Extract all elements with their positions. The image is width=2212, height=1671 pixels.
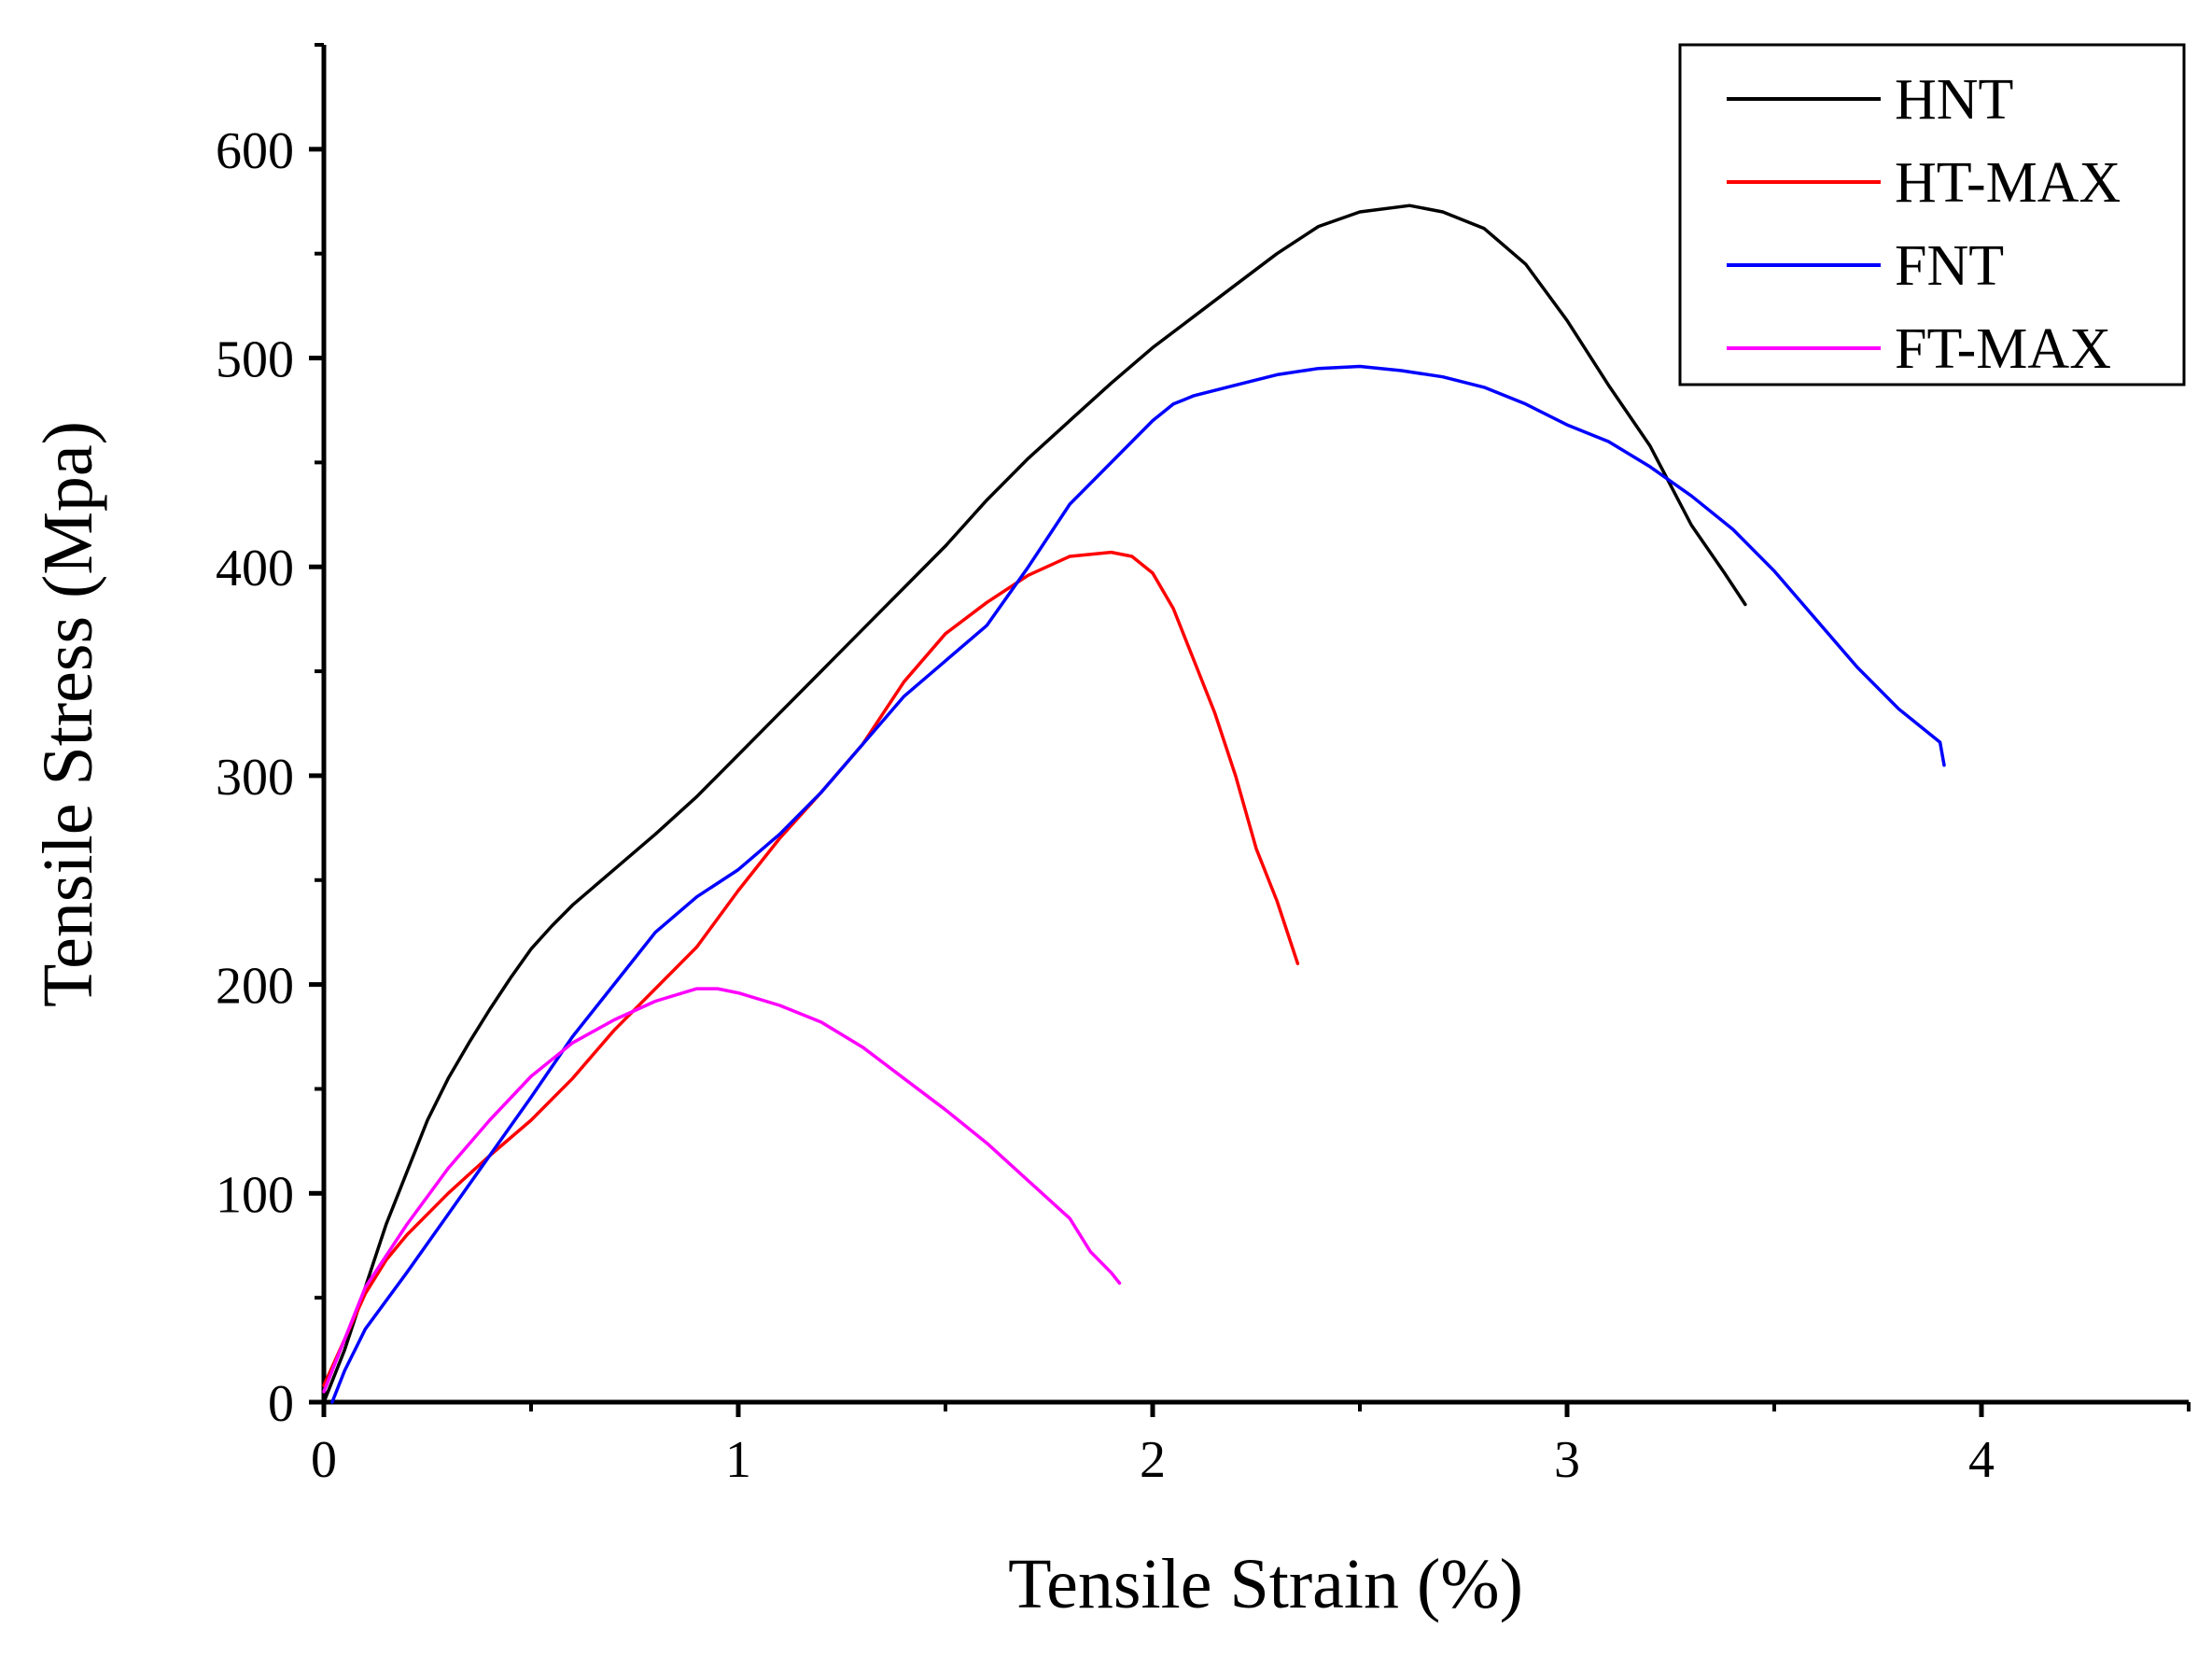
x-tick-label: 0 [311, 1431, 337, 1489]
y-tick-label: 400 [216, 540, 294, 597]
y-axis-title: Tensile Stress (Mpa) [29, 421, 107, 1007]
legend-label-ht-max: HT-MAX [1895, 151, 2121, 215]
legend-box [1678, 43, 2186, 386]
legend: HNT HT-MAX FNT FT-MAX [1678, 43, 2186, 386]
y-tick-label: 300 [216, 749, 294, 807]
series-line-hnt [322, 204, 1747, 1404]
y-tick-label: 600 [216, 122, 294, 180]
x-axis-title: Tensile Strain (%) [1008, 1545, 1523, 1623]
y-tick-label: 500 [216, 331, 294, 389]
x-tick-label: 4 [1968, 1431, 1995, 1489]
y-tick-label: 0 [268, 1375, 294, 1433]
x-tick-label: 1 [725, 1431, 751, 1489]
legend-label-fnt: FNT [1895, 234, 2004, 298]
series-line-fnt [330, 364, 1946, 1404]
y-tick-label: 200 [216, 958, 294, 1016]
series-line-ht-max [322, 550, 1300, 1387]
series-layer [322, 204, 1946, 1404]
legend-label-ft-max: FT-MAX [1895, 317, 2111, 381]
axes-layer: 0 1 2 3 4 0 100 200 300 400 500 600 [216, 43, 2191, 1489]
x-tick-label: 3 [1554, 1431, 1580, 1489]
y-tick-label: 100 [216, 1166, 294, 1224]
x-tick-label: 2 [1140, 1431, 1166, 1489]
legend-label-hnt: HNT [1895, 68, 2013, 132]
series-line-ft-max [322, 987, 1122, 1394]
